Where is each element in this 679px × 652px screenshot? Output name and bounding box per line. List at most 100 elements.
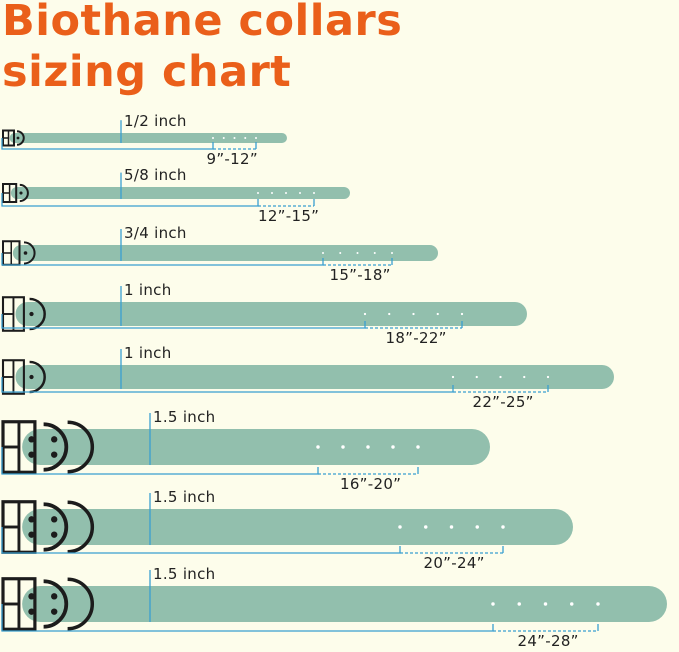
- strap-hole: [570, 602, 574, 606]
- strap-hole: [491, 602, 495, 606]
- d-ring-icon: [23, 241, 36, 265]
- d-ring-icon: [67, 500, 94, 554]
- strap-hole: [398, 525, 402, 529]
- strap-hole: [322, 252, 324, 254]
- d-ring-icon: [16, 130, 25, 146]
- d-ring-icon: [19, 183, 29, 203]
- width-label: 3/4 inch: [124, 224, 187, 242]
- strap-hole: [373, 252, 376, 254]
- length-bracket: [1, 447, 319, 475]
- width-label: 1 inch: [124, 281, 172, 299]
- collar-7: [1, 493, 573, 554]
- collar-strap: [22, 509, 573, 545]
- strap-hole: [424, 525, 428, 529]
- length-bracket: [1, 193, 259, 207]
- width-label: 1/2 inch: [124, 112, 187, 130]
- size-range-label: 15”-18”: [329, 266, 391, 284]
- strap-hole: [436, 312, 439, 316]
- width-label: 1.5 inch: [153, 565, 216, 583]
- collar-6: [1, 413, 490, 475]
- d-ring-icon: [67, 577, 94, 631]
- strap-hole: [212, 137, 214, 139]
- length-bracket: [1, 253, 324, 266]
- rivet-icon: [23, 251, 28, 255]
- width-label: 1.5 inch: [153, 488, 216, 506]
- strap-hole: [412, 312, 415, 316]
- strap-hole: [388, 312, 391, 316]
- rivet-icon: [28, 608, 35, 615]
- collar-2: [1, 172, 350, 207]
- strap-hole: [271, 192, 273, 194]
- size-range-label: 16”-20”: [340, 475, 402, 493]
- rivet-icon: [28, 451, 35, 458]
- strap-hole: [257, 192, 259, 194]
- strap-hole: [451, 375, 455, 379]
- collar-strap: [9, 133, 287, 143]
- strap-hole: [546, 375, 550, 379]
- length-bracket: [1, 138, 214, 150]
- strap-hole: [233, 137, 236, 139]
- rivet-icon: [19, 191, 23, 195]
- strap-hole: [255, 137, 257, 139]
- strap-hole: [460, 312, 464, 316]
- collar-strap: [12, 245, 439, 261]
- size-range-label: 12”-15”: [258, 207, 320, 225]
- size-range-label: 22”-25”: [472, 393, 534, 411]
- strap-hole: [475, 375, 478, 379]
- rivet-icon: [51, 593, 58, 600]
- strap-hole: [285, 192, 287, 194]
- rivet-icon: [28, 593, 35, 600]
- strap-hole: [543, 602, 548, 606]
- strap-hole: [299, 192, 301, 194]
- rivet-icon: [51, 451, 58, 458]
- size-range-label: 18”-22”: [385, 329, 447, 347]
- strap-hole: [449, 525, 454, 529]
- strap-hole: [339, 252, 342, 254]
- d-ring-icon: [43, 422, 69, 472]
- strap-hole: [596, 602, 600, 606]
- collar-strap: [15, 365, 615, 389]
- rivet-icon: [28, 516, 35, 523]
- size-range-label: 9”-12”: [206, 150, 258, 168]
- collar-4: [1, 286, 527, 332]
- collar-strap: [22, 586, 667, 622]
- collar-3: [1, 229, 439, 266]
- width-label: 5/8 inch: [124, 166, 187, 184]
- length-bracket: [1, 604, 494, 632]
- title-line-1: Biothane collars: [2, 0, 403, 46]
- rivet-icon: [29, 311, 34, 317]
- strap-hole: [356, 252, 359, 254]
- rivet-icon: [51, 436, 58, 443]
- strap-hole: [313, 192, 315, 194]
- rivet-icon: [28, 531, 35, 538]
- rivet-icon: [51, 531, 58, 538]
- strap-hole: [501, 525, 505, 529]
- strap-hole: [499, 375, 502, 379]
- strap-hole: [316, 445, 320, 449]
- width-label: 1 inch: [124, 344, 172, 362]
- collar-strap: [22, 429, 490, 465]
- title-line-2: sizing chart: [2, 47, 292, 97]
- strap-hole: [517, 602, 521, 606]
- strap-hole: [341, 445, 345, 449]
- width-label: 1.5 inch: [153, 408, 216, 426]
- strap-hole: [363, 312, 367, 316]
- strap-hole: [416, 445, 420, 449]
- strap-hole: [391, 445, 395, 449]
- collar-1: [1, 120, 287, 150]
- length-bracket: [1, 314, 366, 329]
- strap-hole: [244, 137, 247, 139]
- collar-5: [1, 349, 615, 395]
- d-ring-icon: [43, 502, 69, 552]
- size-range-label: 20”-24”: [423, 554, 485, 572]
- rivet-icon: [28, 436, 35, 443]
- strap-hole: [366, 445, 370, 449]
- d-ring-icon: [29, 360, 46, 394]
- size-range-label: 24”-28”: [517, 632, 579, 650]
- strap-hole: [523, 375, 526, 379]
- rivet-icon: [16, 136, 20, 140]
- collar-strap: [15, 302, 527, 326]
- d-ring-icon: [43, 579, 69, 629]
- rivet-icon: [29, 374, 34, 380]
